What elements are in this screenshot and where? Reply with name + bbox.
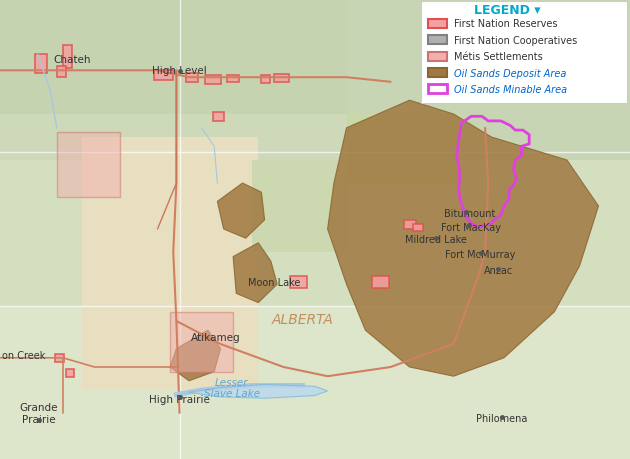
Polygon shape (372, 276, 389, 288)
Bar (0, 0, 630, 161)
Text: Philomena: Philomena (476, 413, 528, 423)
Bar (428, 85, 447, 94)
Text: Lesser
Slave Lake: Lesser Slave Lake (203, 377, 260, 398)
Bar (82, 138, 258, 390)
Bar (428, 36, 447, 45)
Polygon shape (404, 220, 416, 230)
Polygon shape (233, 243, 277, 303)
Polygon shape (328, 101, 598, 376)
Polygon shape (186, 73, 198, 83)
Bar (428, 52, 447, 62)
Polygon shape (170, 330, 220, 381)
Polygon shape (66, 369, 74, 377)
Text: Oil Sands Minable Area: Oil Sands Minable Area (454, 85, 567, 95)
Text: Anzac: Anzac (484, 266, 513, 276)
Polygon shape (217, 184, 265, 239)
Text: Chateh: Chateh (54, 55, 91, 65)
Text: Métis Settlements: Métis Settlements (454, 52, 542, 62)
Text: Bitumount: Bitumount (444, 208, 495, 218)
Polygon shape (35, 55, 47, 73)
Polygon shape (213, 112, 224, 122)
Text: High Prairie: High Prairie (149, 394, 210, 404)
Text: LEGEND ▾: LEGEND ▾ (474, 4, 541, 17)
Polygon shape (57, 67, 66, 78)
Polygon shape (205, 76, 220, 85)
Polygon shape (290, 276, 307, 288)
Text: Moon Lake: Moon Lake (248, 277, 301, 287)
Bar (0, 161, 630, 308)
FancyBboxPatch shape (421, 2, 627, 103)
Text: High Level: High Level (152, 66, 207, 76)
Text: Grande
Prairie: Grande Prairie (20, 403, 59, 424)
Polygon shape (413, 225, 423, 232)
Text: First Nation Cooperatives: First Nation Cooperatives (454, 36, 577, 45)
Bar (428, 20, 447, 29)
Bar (252, 161, 346, 252)
Text: First Nation Reserves: First Nation Reserves (454, 19, 557, 29)
Text: on Creek: on Creek (3, 351, 45, 361)
Text: Fort McMurray: Fort McMurray (445, 250, 515, 260)
Text: Oil Sands Deposit Area: Oil Sands Deposit Area (454, 68, 566, 78)
Bar (346, 0, 630, 161)
Polygon shape (261, 76, 270, 84)
Bar (346, 115, 460, 184)
Polygon shape (189, 385, 328, 398)
Text: Mildred Lake: Mildred Lake (405, 235, 467, 245)
Text: Atikameg: Atikameg (191, 332, 240, 342)
Polygon shape (63, 46, 72, 69)
Polygon shape (170, 312, 233, 372)
Bar (428, 69, 447, 78)
Polygon shape (57, 133, 120, 197)
Bar (0, 308, 630, 459)
Polygon shape (227, 76, 239, 83)
Bar (0, 0, 346, 115)
Polygon shape (154, 71, 173, 80)
Text: ALBERTA: ALBERTA (272, 312, 333, 326)
Text: Fort MacKay: Fort MacKay (441, 222, 501, 232)
Polygon shape (55, 354, 64, 363)
Polygon shape (274, 74, 289, 83)
